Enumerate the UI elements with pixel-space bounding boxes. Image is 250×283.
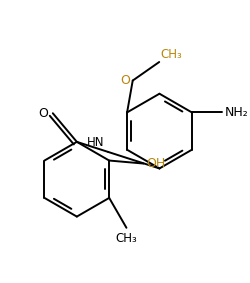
Text: CH₃: CH₃: [115, 232, 137, 245]
Text: NH₂: NH₂: [224, 106, 248, 119]
Text: O: O: [120, 74, 129, 87]
Text: HN: HN: [87, 136, 104, 149]
Text: CH₃: CH₃: [160, 48, 182, 61]
Text: OH: OH: [146, 157, 165, 170]
Text: O: O: [38, 107, 48, 120]
